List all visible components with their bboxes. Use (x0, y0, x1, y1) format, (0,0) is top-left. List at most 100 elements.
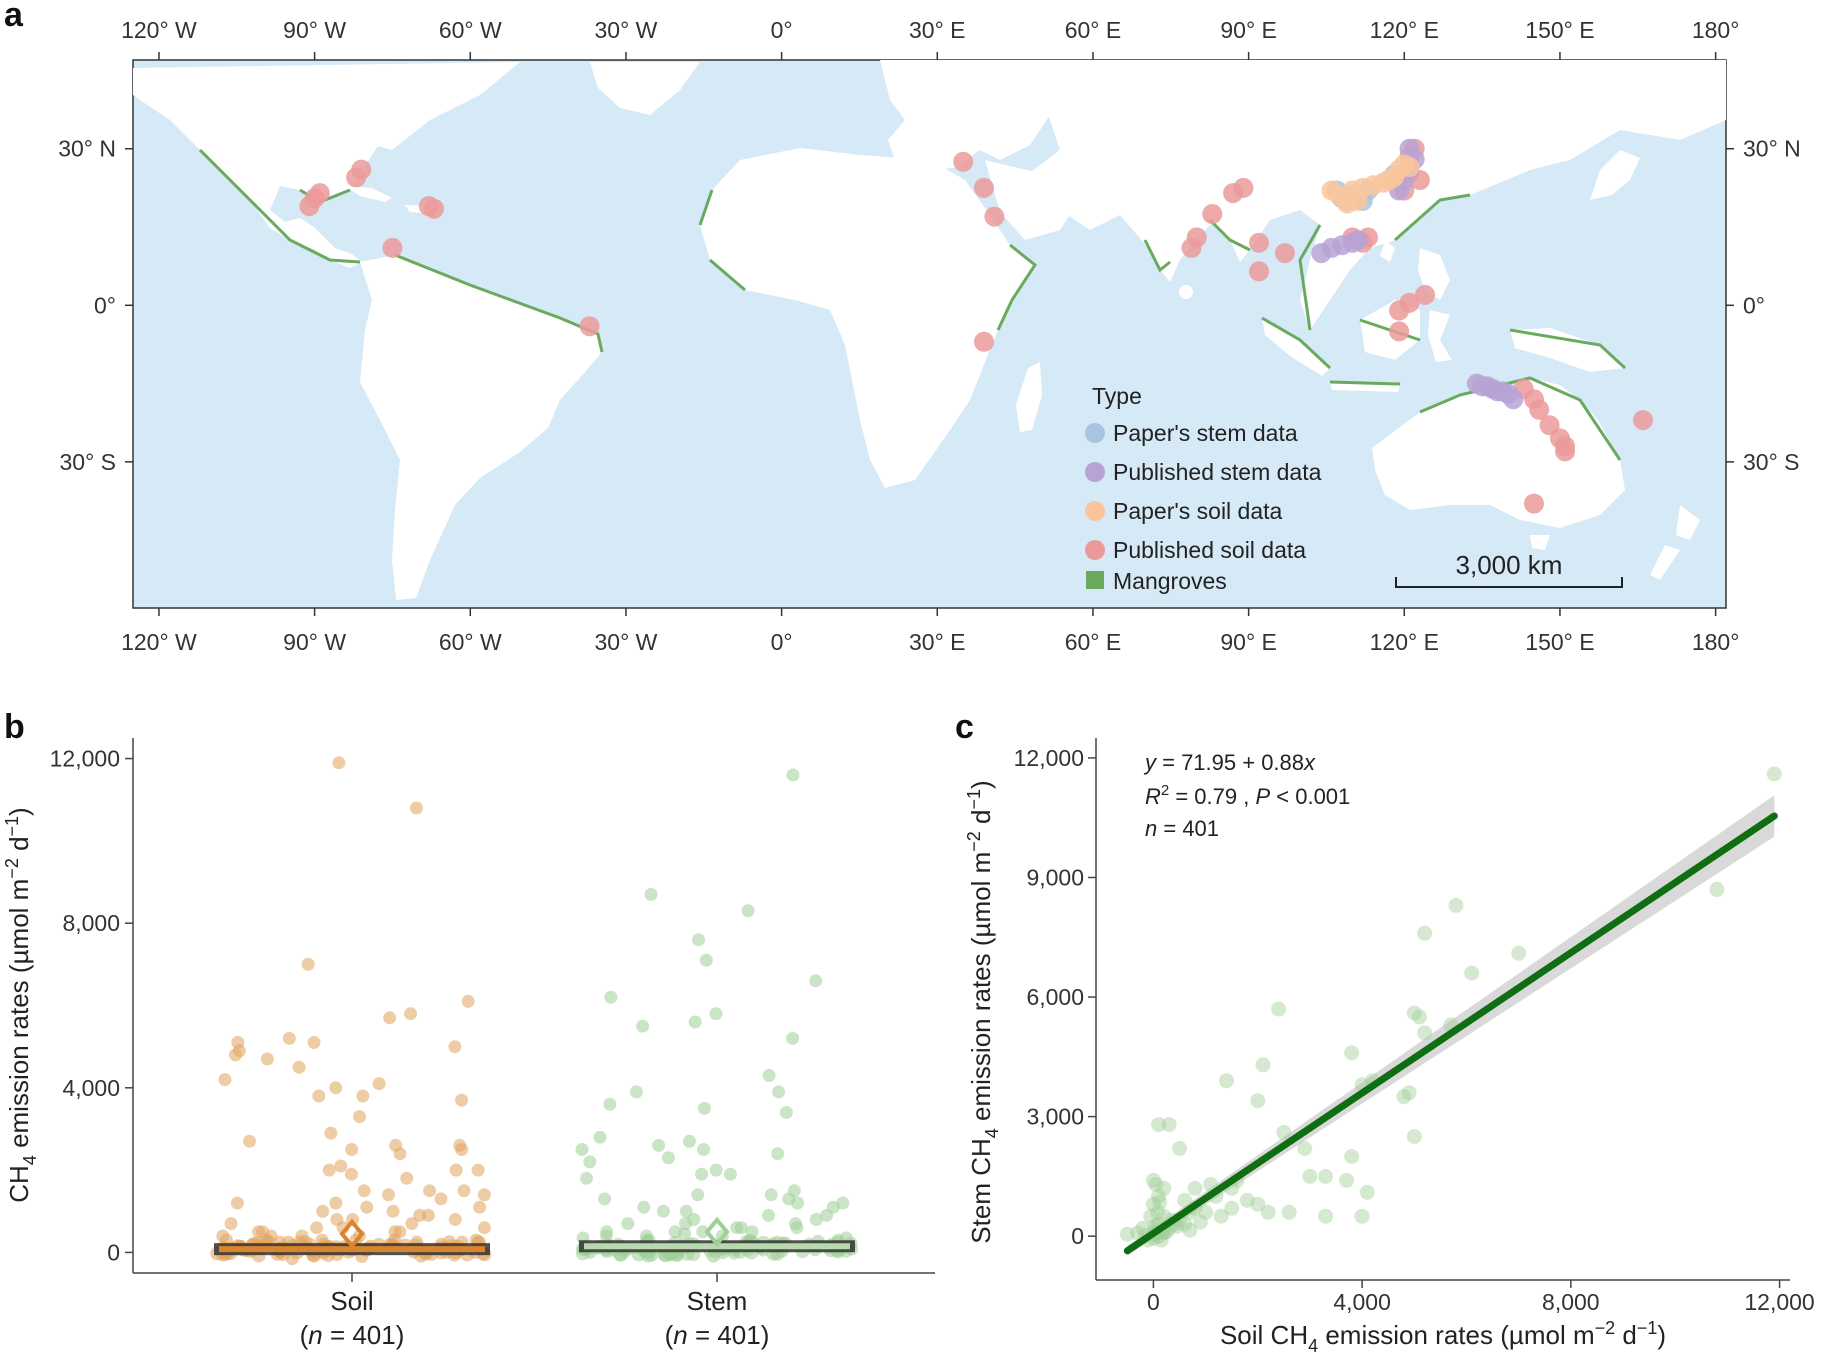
map-point-published-soil-data (1633, 410, 1653, 431)
b-point-soil (301, 957, 315, 971)
c-n: n = 401 (1145, 816, 1219, 841)
b-point-stem (734, 1221, 748, 1235)
b-category-soil: Soil (330, 1286, 373, 1316)
c-point (1198, 1204, 1214, 1220)
b-point-soil (329, 1196, 343, 1210)
c-point (1119, 1226, 1135, 1242)
scale-bar: 3,000 km (1395, 550, 1623, 588)
b-point-soil (229, 1048, 242, 1062)
c-r2-R: R (1145, 784, 1161, 809)
c-xlab-d: ) (1657, 1320, 1666, 1350)
map-y-ticks: 30° N 30° N 0° 0° 30° S 30° S (58, 136, 1801, 475)
map-x-tick-label-top: 180° (1692, 17, 1740, 43)
c-point (1143, 1208, 1159, 1224)
b-point-soil (230, 1196, 244, 1210)
mangrove-segment (1298, 193, 1471, 331)
c-y-tick-label: 3,000 (1026, 1104, 1084, 1130)
panel-label-c: c (955, 708, 974, 746)
c-xlab-sup1: −2 (1595, 1318, 1616, 1338)
map-point-published-soil-data (1274, 243, 1295, 264)
b-n-soil: (n = 401) (300, 1320, 405, 1350)
c-point (1412, 1009, 1427, 1025)
c-point (1250, 1093, 1266, 1109)
legend-marker-papers-soil (1085, 501, 1105, 521)
b-n-stem-rest: = 401 (688, 1320, 761, 1350)
map-x-tick-label-bottom: 30° E (909, 629, 966, 655)
c-point (1224, 1200, 1240, 1216)
panel-label-b: b (4, 708, 25, 746)
b-point-stem (688, 1015, 702, 1029)
mangrove-segment (394, 253, 604, 353)
b-point-soil (471, 1163, 485, 1177)
c-point (1250, 1196, 1266, 1212)
b-point-soil (353, 1110, 367, 1124)
b-point-stem (762, 1208, 775, 1222)
c-point (1406, 1129, 1422, 1144)
map-x-tick-label-top: 30° E (909, 17, 966, 43)
c-point (1192, 1214, 1208, 1230)
b-point-soil (292, 1060, 306, 1074)
map-point-published-soil-data (1415, 284, 1435, 305)
b-point-soil (455, 1143, 469, 1156)
b-point-soil (405, 1217, 419, 1231)
b-point-stem (786, 768, 800, 782)
c-point (1148, 1176, 1164, 1192)
map-point-published-soil-data (1233, 177, 1254, 198)
b-point-stem (692, 933, 705, 947)
c-point (1260, 1204, 1276, 1220)
map-point-paper-s-soil-data (1399, 157, 1420, 177)
map-y-tick-label-right: 30° N (1743, 136, 1801, 162)
legend-label-published-stem: Published stem data (1113, 459, 1322, 485)
map-point-published-soil-data (1249, 261, 1269, 282)
map-point-published-soil-data (1186, 227, 1207, 248)
land-sulawesi (1428, 310, 1452, 362)
map-point-published-stem-data (1347, 230, 1368, 251)
c-point (1417, 925, 1433, 941)
map-points (299, 138, 1653, 514)
b-n-soil-italic: n (308, 1320, 322, 1350)
c-point (1281, 1204, 1297, 1220)
b-n-stem: (n = 401) (665, 1320, 770, 1350)
b-point-stem (779, 1106, 793, 1119)
map-point-published-soil-data (1555, 436, 1576, 457)
land-south-america (360, 255, 602, 600)
c-eq-y: y (1143, 750, 1158, 775)
mangrove-segment (1419, 376, 1622, 461)
b-summary-marks (214, 1216, 855, 1256)
b-point-stem (603, 1097, 617, 1111)
b-point-soil (410, 801, 423, 815)
map-y-tick-label-left: 30° S (59, 449, 116, 475)
b-point-stem (786, 1031, 800, 1045)
c-point (1156, 1180, 1172, 1196)
b-point-stem (678, 1227, 692, 1241)
map-point-published-soil-data (309, 183, 330, 204)
c-point (1511, 945, 1527, 961)
c-y-tick-label: 9,000 (1026, 864, 1084, 890)
c-regression-line (1123, 812, 1778, 1255)
b-point-soil (243, 1134, 256, 1148)
b-point-stem (771, 1147, 785, 1161)
c-x-tick-label: 4,000 (1333, 1289, 1391, 1315)
c-point (1344, 1045, 1360, 1061)
b-point-soil (457, 1184, 471, 1198)
b-point-stem (583, 1155, 597, 1169)
b-point-soil (324, 1126, 338, 1140)
b-point-soil (332, 756, 346, 770)
b-point-stem (629, 1085, 643, 1099)
c-point (1401, 1085, 1417, 1101)
c-point (1151, 1188, 1167, 1204)
b-point-soil (334, 1159, 348, 1173)
b-point-soil (310, 1221, 324, 1235)
panel-label-a: a (4, 0, 24, 34)
legend-title: Type (1092, 383, 1142, 409)
b-category-stem: Stem (687, 1286, 748, 1316)
c-point (1130, 1225, 1146, 1241)
b-point-stem (644, 887, 658, 901)
b-point-soil (434, 1192, 448, 1206)
b-point-stem (741, 904, 755, 918)
map-point-published-soil-data (424, 198, 444, 219)
legend-label-papers-soil: Paper's soil data (1113, 498, 1283, 524)
b-point-stem (679, 1204, 693, 1218)
b-point-stem (598, 1192, 612, 1206)
b-mean-stem (704, 1216, 730, 1247)
